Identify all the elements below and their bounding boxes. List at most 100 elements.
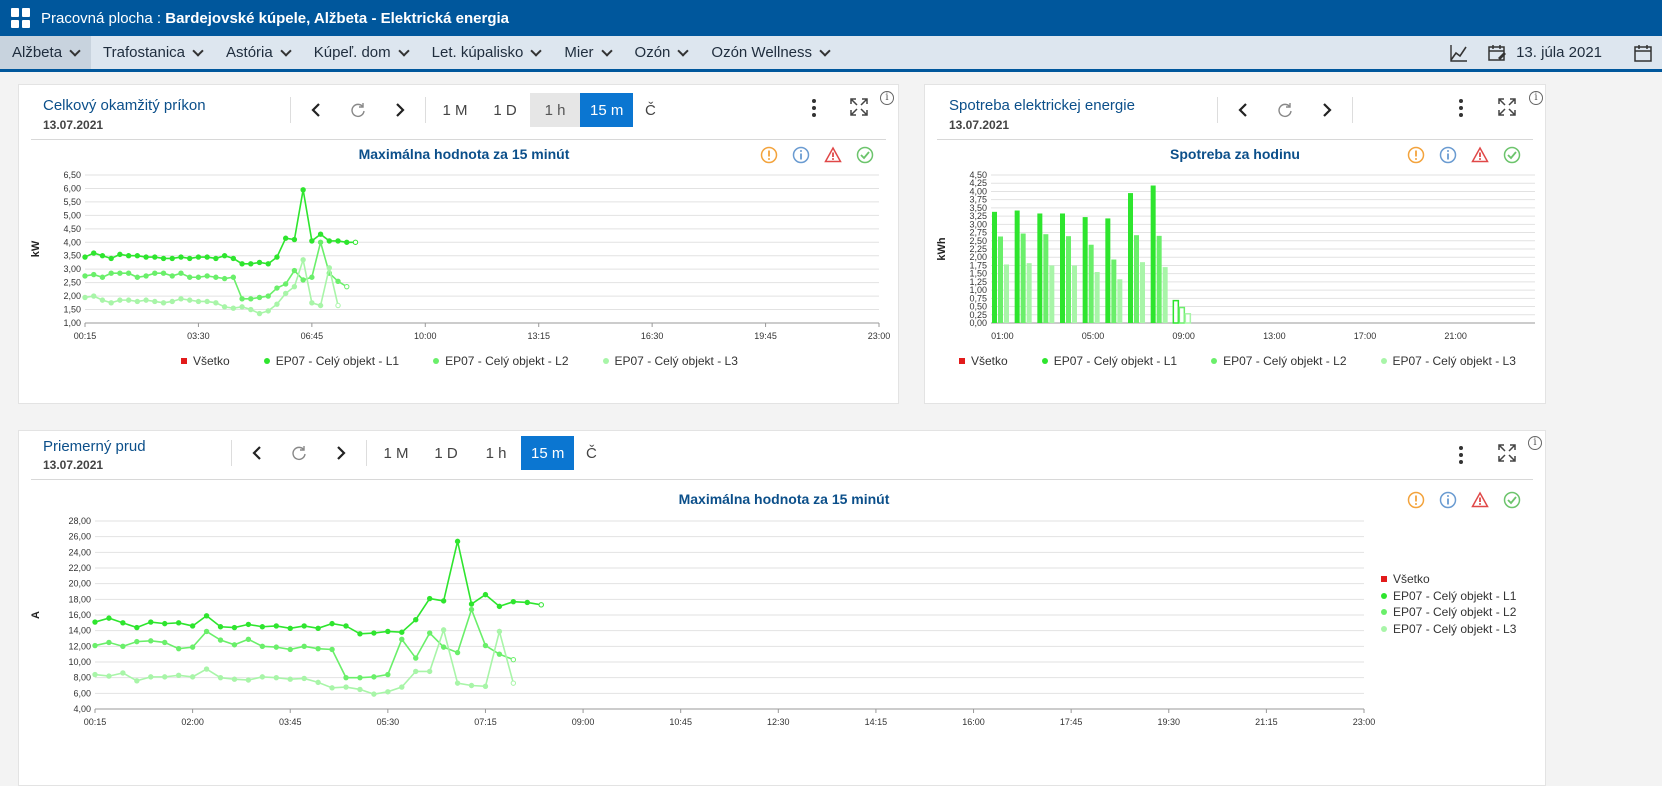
y-tick-label: 3,50 [63,251,81,261]
menu-item-0[interactable]: Alžbeta [0,36,92,69]
data-point [91,293,97,299]
more-options-icon[interactable] [1459,446,1465,464]
data-point [282,290,289,297]
chart-line-icon[interactable] [1448,42,1470,64]
prev-button[interactable] [1222,93,1264,127]
menu-item-4[interactable]: Let. kúpalisko [420,36,553,69]
legend-item[interactable]: EP07 - Celý objekt - L3 [1381,621,1516,638]
apps-grid-icon[interactable] [11,8,31,28]
data-point [248,296,254,302]
menu-item-5[interactable]: Mier [552,36,622,69]
legend-marker [1380,358,1387,364]
data-point [287,676,293,682]
more-options-icon[interactable] [812,99,818,117]
warning-circle-icon[interactable] [760,146,778,164]
range-button-15m[interactable]: 15 m [521,436,575,470]
panel-info-icon[interactable]: i [880,91,894,105]
refresh-button[interactable] [278,436,320,470]
more-options-icon[interactable] [1459,99,1465,117]
refresh-button[interactable] [337,93,379,127]
range-button-č[interactable]: Č [644,101,656,119]
data-point [152,298,158,305]
y-tick-label: 22,00 [68,563,91,573]
legend-item[interactable]: EP07 - Celý objekt - L1 [1041,354,1177,368]
legend-item[interactable]: Všetko [959,354,1008,368]
warning-circle-icon[interactable] [1407,491,1425,509]
legend-item[interactable]: EP07 - Celý objekt - L2 [433,354,569,368]
refresh-button[interactable] [1264,93,1306,127]
data-point [248,261,254,267]
calendar-edit-icon[interactable] [1486,42,1508,64]
panel-info-icon[interactable]: i [1528,436,1542,450]
info-circle-icon[interactable] [1439,491,1457,509]
range-button-1h[interactable]: 1 h [485,444,507,462]
selected-date[interactable]: 13. júla 2021 [1516,44,1602,61]
range-button-1d[interactable]: 1 D [434,444,458,462]
refresh-icon [1278,103,1292,117]
menu-item-2[interactable]: Astória [214,36,302,69]
check-circle-icon[interactable] [856,146,874,164]
alert-triangle-icon[interactable] [1471,491,1489,509]
menu-item-3[interactable]: Kúpeľ. dom [302,36,420,69]
title-bar: Pracovná plocha : Bardejovské kúpele, Al… [0,0,1662,36]
menu-item-6[interactable]: Ozón [623,36,700,69]
check-circle-icon[interactable] [1503,146,1521,164]
y-tick-label: 8,00 [73,673,91,683]
range-button-1m[interactable]: 1 M [383,444,409,462]
x-tick-label: 02:00 [181,717,204,727]
calendar-icon[interactable] [1632,42,1654,64]
data-point [92,642,98,649]
chevron-down-icon [69,44,81,57]
panel-info-icon[interactable]: i [1529,91,1543,105]
data-point [385,689,391,695]
y-tick-label: 12,00 [68,641,91,651]
info-circle-icon[interactable] [792,146,810,164]
data-point [169,298,175,305]
alert-triangle-icon[interactable] [1471,146,1489,164]
menu-item-7[interactable]: Ozón Wellness [699,36,841,69]
status-icons [1407,146,1521,164]
range-button-1h[interactable]: 1 h [530,93,580,127]
legend-item[interactable]: EP07 - Celý objekt - L1 [1381,588,1516,605]
series-line-1 [84,189,356,265]
alert-triangle-icon[interactable] [824,146,842,164]
legend-item[interactable]: Všetko [1381,571,1516,588]
panel-divider [31,139,886,140]
chart-legend: Všetko EP07 - Celý objekt - L1 EP07 - Celý… [959,354,1516,368]
prev-button[interactable] [295,93,337,127]
chevron-right-icon [1323,103,1332,117]
data-point [399,636,405,642]
range-button-15m[interactable]: 15 m [580,93,634,127]
legend-item[interactable]: EP07 - Celý objekt - L2 [1211,354,1347,368]
legend-item[interactable]: EP07 - Celý objekt - L3 [1380,354,1516,368]
prev-button[interactable] [236,436,278,470]
data-point [371,630,377,636]
data-point [291,283,298,290]
menu-item-1[interactable]: Trafostanica [91,36,214,69]
next-button[interactable] [1306,93,1348,127]
info-circle-icon[interactable] [1439,146,1457,164]
legend-item[interactable]: Všetko [181,354,230,368]
range-button-č[interactable]: Č [585,444,597,462]
range-button-1m[interactable]: 1 M [442,101,468,119]
warning-circle-icon[interactable] [1407,146,1425,164]
data-point [482,642,489,649]
data-point [343,674,349,681]
range-button-1d[interactable]: 1 D [493,101,517,119]
next-button[interactable] [320,436,362,470]
data-point [217,637,224,643]
x-tick-label: 13:15 [527,331,550,341]
toolbar-separator [231,440,232,466]
data-point [204,254,210,260]
expand-icon[interactable] [849,97,869,117]
check-circle-icon[interactable] [1503,491,1521,509]
expand-icon[interactable] [1497,443,1517,463]
next-button[interactable] [379,93,421,127]
expand-icon[interactable] [1497,97,1517,117]
legend-item[interactable]: EP07 - Celý objekt - L2 [1381,604,1516,621]
legend-item[interactable]: EP07 - Celý objekt - L1 [263,354,399,368]
time-range-toolbar [1213,93,1357,127]
y-tick-label: 3,25 [969,211,987,221]
data-point [335,278,341,284]
legend-item[interactable]: EP07 - Celý objekt - L3 [602,354,738,368]
